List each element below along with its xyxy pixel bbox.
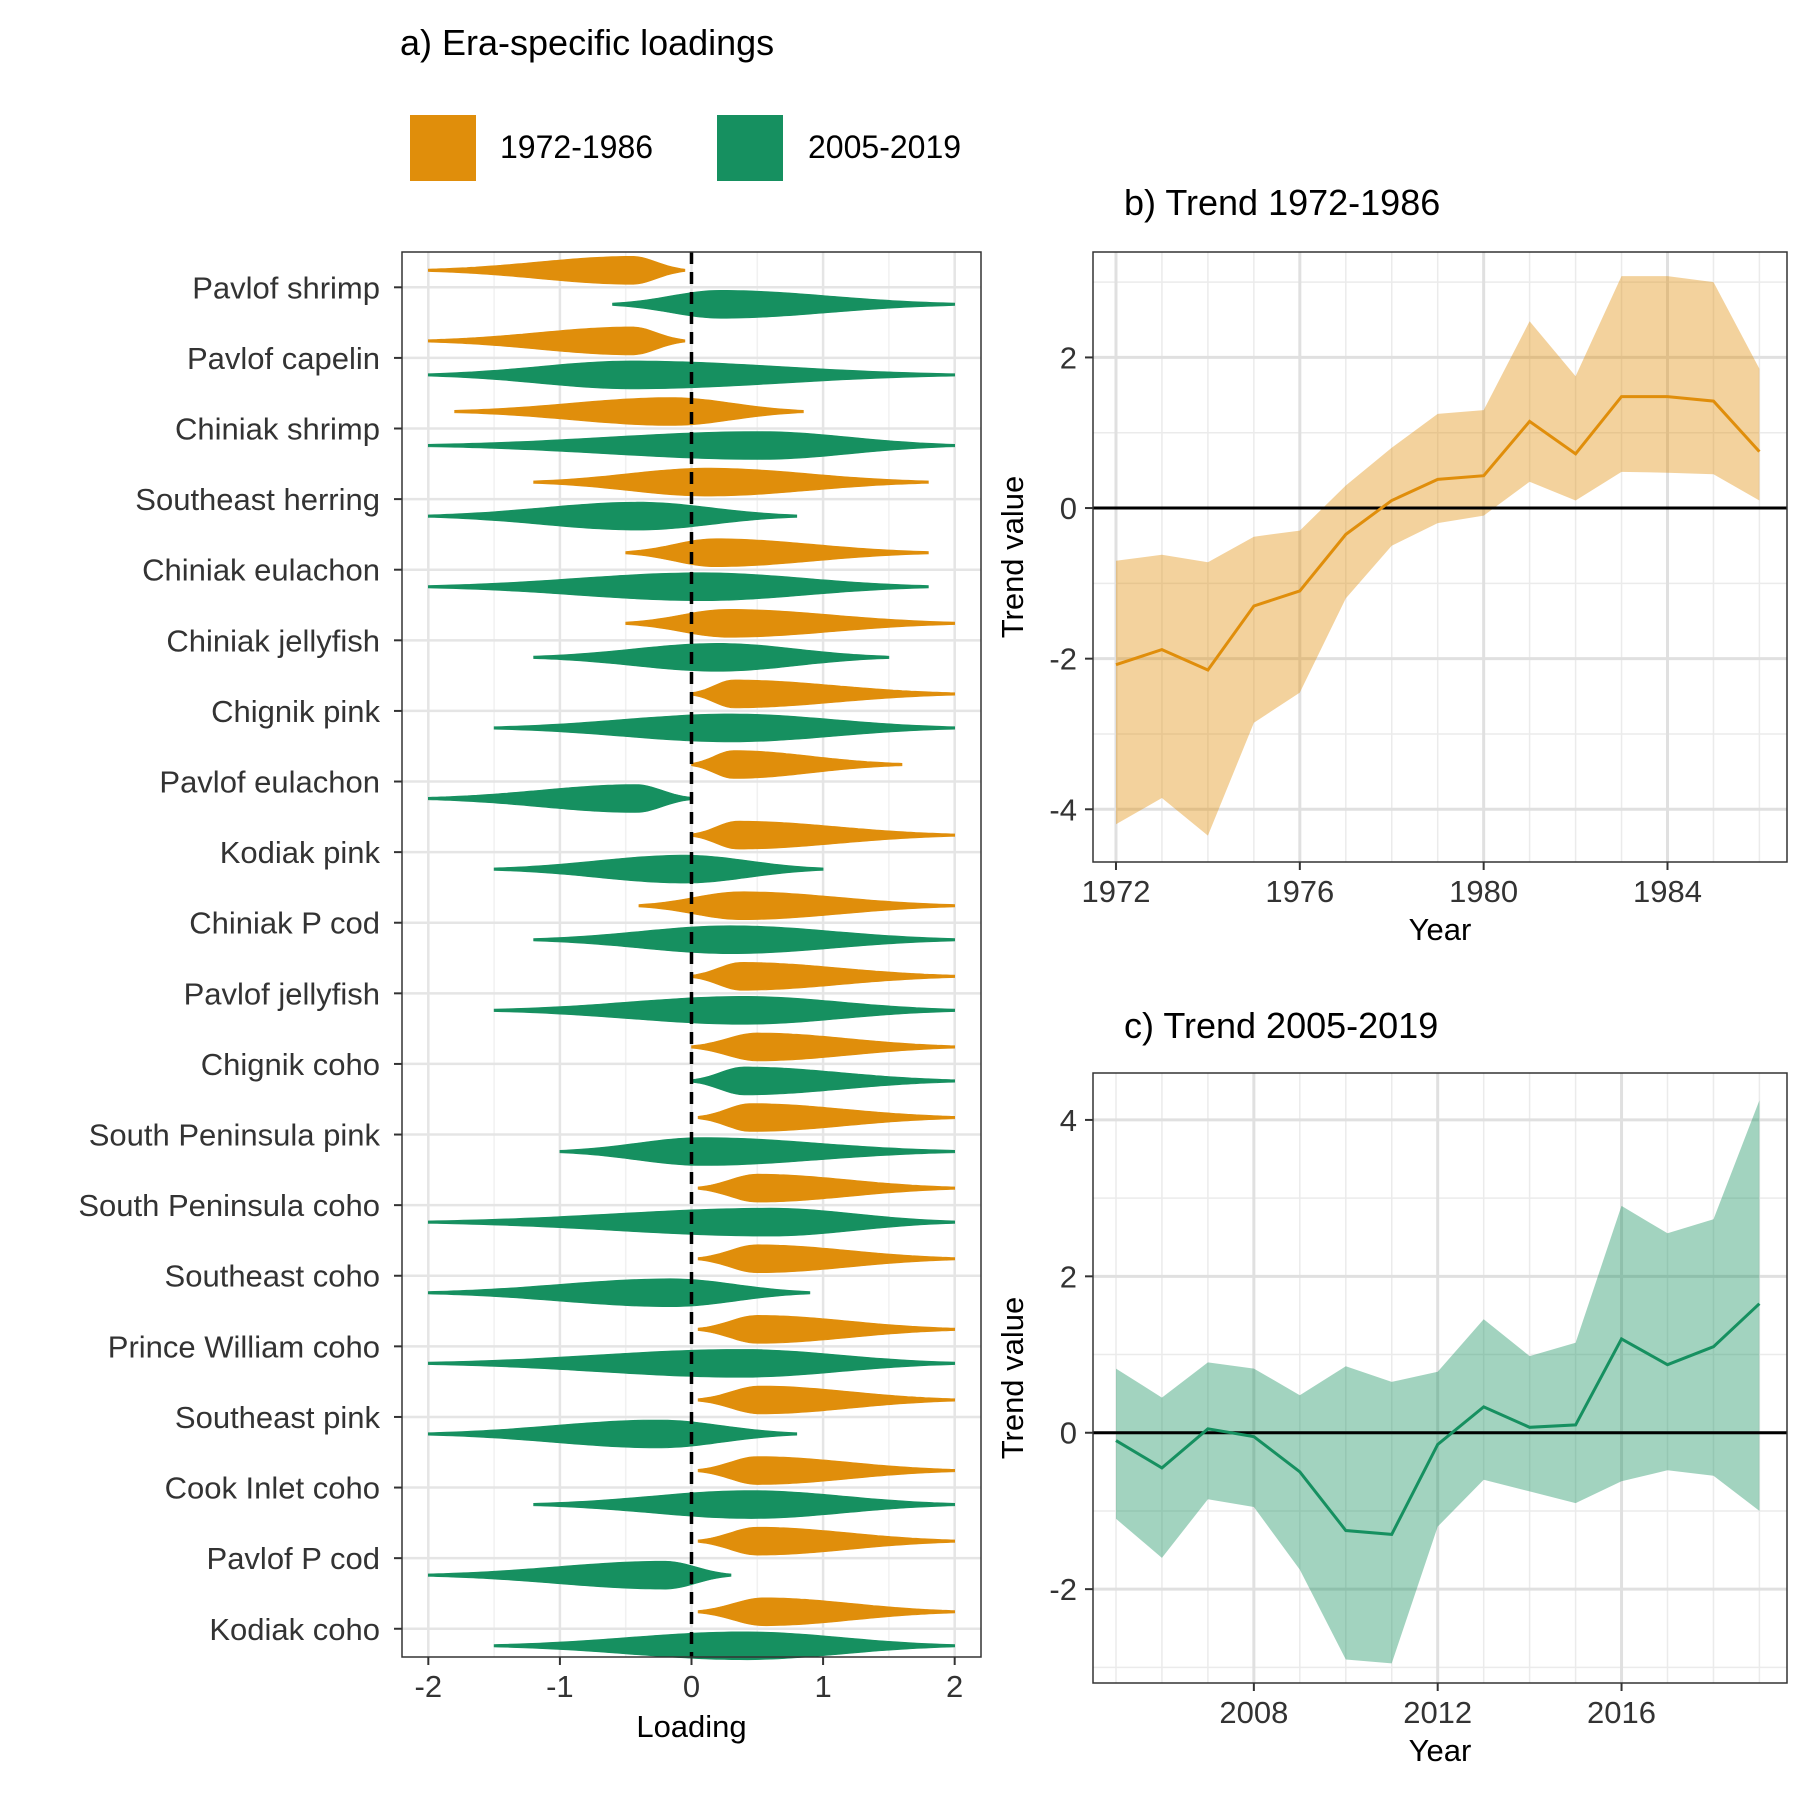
violin-1972-1986-kodiak-coho bbox=[697, 1597, 955, 1627]
violin-2005-2019-kodiak-coho bbox=[493, 1631, 955, 1661]
xtick-label: 2008 bbox=[1219, 1695, 1288, 1730]
ytick-label-kodiak-coho: Kodiak coho bbox=[209, 1612, 380, 1647]
violin-1972-1986-pavlof-eulachon bbox=[691, 750, 903, 779]
violin-1972-1986-chiniak-shrimp bbox=[454, 397, 804, 426]
ytick-label-south-peninsula-coho: South Peninsula coho bbox=[78, 1188, 380, 1223]
ytick-label-southeast-coho: Southeast coho bbox=[165, 1259, 380, 1294]
violin-1972-1986-chignik-pink bbox=[691, 679, 955, 709]
violin-2005-2019-chiniak-jellyfish bbox=[533, 643, 890, 672]
ytick-label-southeast-herring: Southeast herring bbox=[135, 482, 380, 517]
violin-2005-2019-cook-inlet-coho bbox=[533, 1490, 955, 1519]
ytick-label: 0 bbox=[1060, 491, 1077, 526]
violin-2005-2019-chignik-pink bbox=[493, 713, 955, 743]
legend-label-2005-2019: 2005-2019 bbox=[808, 129, 961, 165]
ytick-label: 2 bbox=[1060, 340, 1077, 375]
violin-1972-1986-prince-william-coho bbox=[697, 1314, 955, 1344]
xtick-label: 1976 bbox=[1265, 874, 1334, 909]
ytick-label-chiniak-eulachon: Chiniak eulachon bbox=[142, 553, 380, 588]
violin-1972-1986-chiniak-jellyfish bbox=[625, 609, 955, 638]
violin-2005-2019-kodiak-pink bbox=[493, 854, 824, 884]
violin-1972-1986-pavlof-p-cod bbox=[697, 1526, 955, 1556]
violin-1972-1986-chiniak-eulachon bbox=[625, 538, 929, 567]
panel-a-xtick-label: 1 bbox=[814, 1669, 831, 1704]
violin-1972-1986-pavlof-jellyfish bbox=[691, 961, 955, 991]
legend-swatch-1972-1986 bbox=[410, 115, 476, 181]
ytick-label-pavlof-eulachon: Pavlof eulachon bbox=[159, 765, 380, 800]
violin-2005-2019-southeast-coho bbox=[428, 1278, 811, 1307]
violin-1972-1986-southeast-pink bbox=[697, 1385, 955, 1415]
panel-a-xtick-label: -2 bbox=[415, 1669, 443, 1704]
panel-a-xtick-label: -1 bbox=[546, 1669, 574, 1704]
ytick-label-cook-inlet-coho: Cook Inlet coho bbox=[165, 1471, 380, 1506]
confidence-band bbox=[1116, 276, 1760, 836]
ytick-label-pavlof-capelin: Pavlof capelin bbox=[187, 341, 380, 376]
panel-b-title: b) Trend 1972-1986 bbox=[1124, 182, 1440, 223]
legend: 1972-1986 2005-2019 bbox=[410, 115, 961, 181]
xtick-label: 2012 bbox=[1403, 1695, 1472, 1730]
ytick-label-prince-william-coho: Prince William coho bbox=[108, 1329, 380, 1364]
violin-1972-1986-pavlof-capelin bbox=[428, 326, 686, 356]
legend-label-1972-1986: 1972-1986 bbox=[500, 129, 653, 165]
confidence-band bbox=[1116, 1100, 1760, 1664]
violin-1972-1986-kodiak-pink bbox=[691, 820, 955, 850]
ytick-label-chiniak-shrimp: Chiniak shrimp bbox=[175, 412, 380, 447]
violin-1972-1986-pavlof-shrimp bbox=[428, 256, 686, 285]
ytick-label-pavlof-jellyfish: Pavlof jellyfish bbox=[184, 976, 380, 1011]
violin-2005-2019-chiniak-shrimp bbox=[428, 431, 955, 460]
panel-c-trend-plot: 4 2 0 -2 2008 2012 2016 Year Trend value bbox=[995, 1072, 1788, 1768]
xtick-label: 1972 bbox=[1081, 874, 1150, 909]
violin-2005-2019-pavlof-p-cod bbox=[428, 1560, 732, 1590]
violin-2005-2019-pavlof-shrimp bbox=[612, 290, 955, 319]
violin-2005-2019-southeast-herring bbox=[428, 501, 798, 531]
ytick-label-chiniak-p-cod: Chiniak P cod bbox=[189, 906, 380, 941]
violin-2005-2019-chiniak-eulachon bbox=[428, 572, 929, 601]
violin-2005-2019-pavlof-jellyfish bbox=[493, 996, 955, 1025]
legend-swatch-2005-2019 bbox=[717, 115, 783, 181]
ytick-label-chiniak-jellyfish: Chiniak jellyfish bbox=[166, 623, 380, 658]
panel-a-x-axis-title: Loading bbox=[636, 1709, 746, 1744]
y-axis-title: Trend value bbox=[995, 1297, 1030, 1460]
ytick-label: 0 bbox=[1060, 1416, 1077, 1451]
panel-c-title: c) Trend 2005-2019 bbox=[1124, 1005, 1438, 1046]
panel-border bbox=[1092, 1072, 1788, 1684]
panel-a-xtick-label: 0 bbox=[683, 1669, 700, 1704]
panel-background bbox=[1093, 252, 1787, 862]
violin-1972-1986-south-peninsula-pink bbox=[697, 1103, 955, 1132]
ytick-label: -4 bbox=[1049, 792, 1077, 827]
violin-2005-2019-chignik-coho bbox=[691, 1066, 955, 1096]
violin-2005-2019-south-peninsula-pink bbox=[559, 1137, 955, 1166]
violin-1972-1986-chiniak-p-cod bbox=[638, 891, 955, 920]
ytick-label-southeast-pink: Southeast pink bbox=[175, 1400, 381, 1435]
violin-2005-2019-chiniak-p-cod bbox=[533, 925, 955, 954]
ytick-label-chignik-pink: Chignik pink bbox=[211, 694, 380, 729]
panel-a-xtick-label: 2 bbox=[946, 1669, 963, 1704]
ytick-label-pavlof-p-cod: Pavlof P cod bbox=[207, 1541, 380, 1576]
panel-border bbox=[1092, 251, 1788, 863]
ytick-label: 4 bbox=[1060, 1103, 1077, 1138]
violin-1972-1986-cook-inlet-coho bbox=[697, 1456, 955, 1485]
violin-2005-2019-southeast-pink bbox=[428, 1419, 798, 1449]
ytick-label: 2 bbox=[1060, 1259, 1077, 1294]
xtick-label: 2016 bbox=[1587, 1695, 1656, 1730]
violin-1972-1986-chignik-coho bbox=[691, 1032, 955, 1062]
violin-1972-1986-southeast-coho bbox=[697, 1244, 955, 1273]
violin-1972-1986-south-peninsula-coho bbox=[697, 1173, 955, 1203]
panel-b-trend-plot: 2 0 -2 -4 1972 1976 1980 1984 Year Trend value bbox=[995, 251, 1788, 947]
violin-1972-1986-southeast-herring bbox=[533, 467, 929, 497]
ytick-label: -2 bbox=[1049, 642, 1077, 677]
y-axis-title: Trend value bbox=[995, 476, 1030, 639]
ytick-label-kodiak-pink: Kodiak pink bbox=[220, 835, 381, 870]
ytick-label-chignik-coho: Chignik coho bbox=[201, 1047, 380, 1082]
ytick-label: -2 bbox=[1049, 1572, 1077, 1607]
xtick-label: 1980 bbox=[1449, 874, 1518, 909]
panel-a-violin-plot: Pavlof shrimp Pavlof capelin Chiniak shrim… bbox=[78, 251, 982, 1744]
ytick-label-south-peninsula-pink: South Peninsula pink bbox=[89, 1118, 381, 1153]
panel-a-title: a) Era-specific loadings bbox=[400, 22, 774, 63]
x-axis-title: Year bbox=[1409, 1733, 1472, 1768]
panel-background bbox=[1093, 1073, 1787, 1683]
xtick-label: 1984 bbox=[1633, 874, 1702, 909]
ytick-label-pavlof-shrimp: Pavlof shrimp bbox=[192, 270, 380, 305]
x-axis-title: Year bbox=[1409, 912, 1472, 947]
